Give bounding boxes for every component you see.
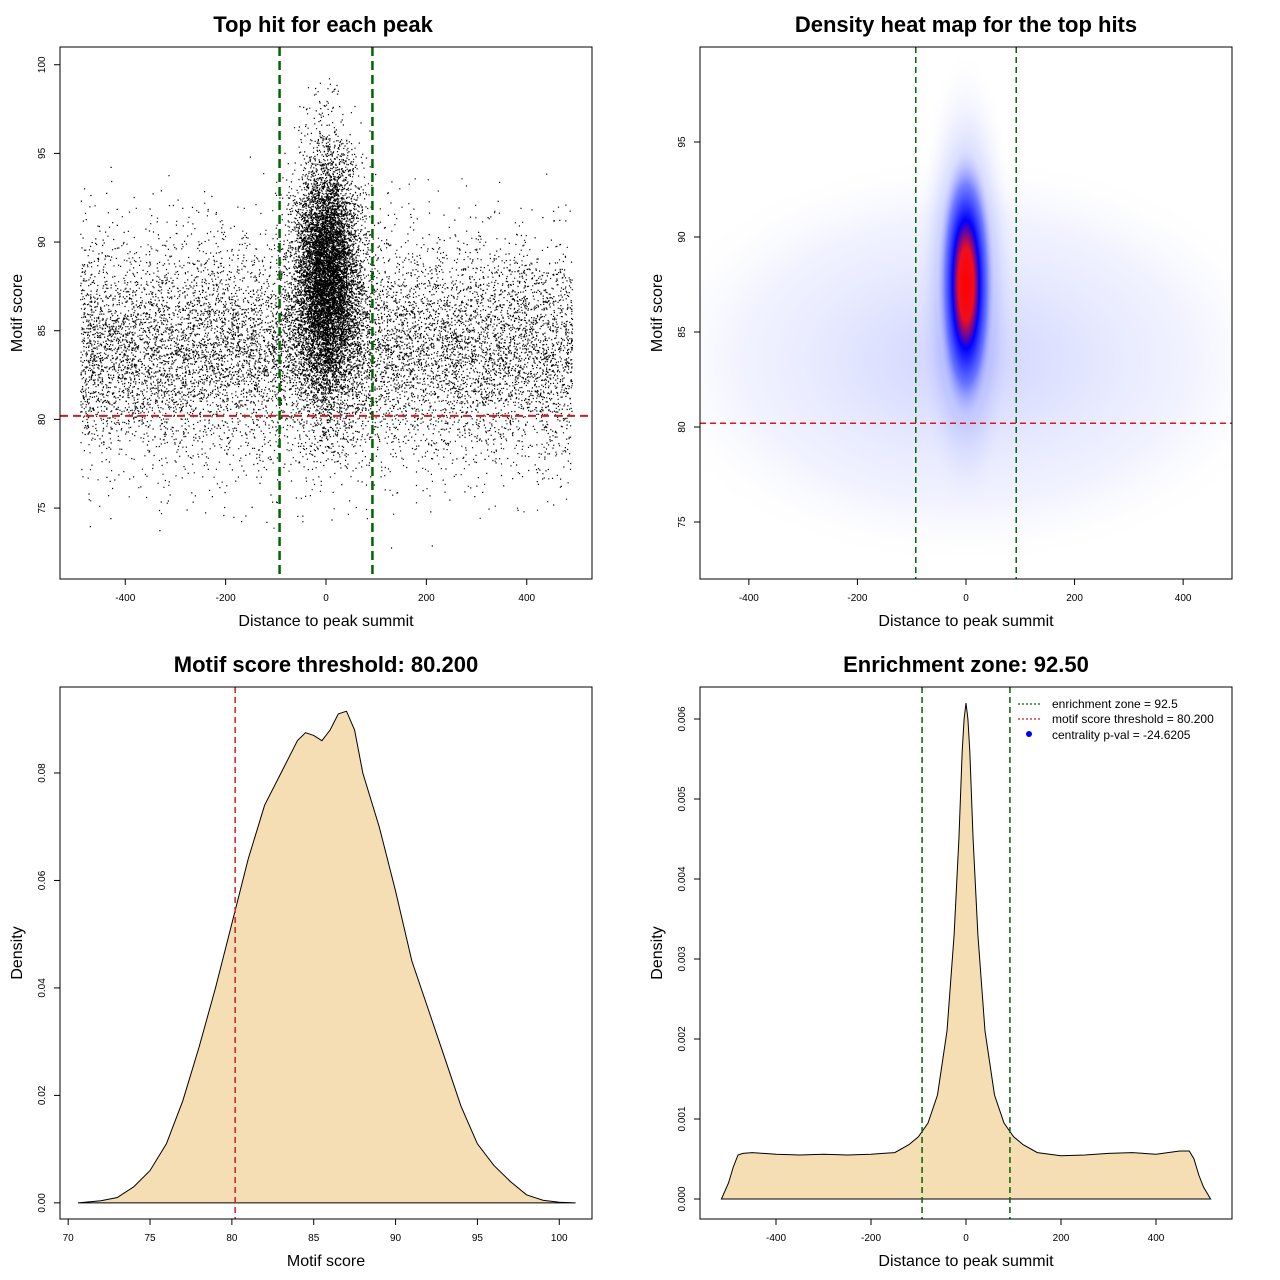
y-tick-label: 0.005 <box>677 786 688 811</box>
distance-density-y-ticks: 0.000 0.001 0.002 0.003 0.004 0.005 0.006 <box>677 706 700 1212</box>
y-tick-label: 80 <box>677 421 688 433</box>
x-tick-label: 100 <box>551 1233 568 1244</box>
distance-density-ylabel: Density <box>649 926 666 979</box>
x-tick-label: 400 <box>1148 1233 1165 1244</box>
y-tick-label: 0.001 <box>677 1106 688 1131</box>
distance-density-area <box>720 702 1212 1200</box>
x-tick-label: 200 <box>1053 1233 1070 1244</box>
x-tick-label: -200 <box>216 593 236 604</box>
x-tick-label: 400 <box>518 593 535 604</box>
x-tick-label: 90 <box>390 1233 402 1244</box>
scatter-point-cloud <box>80 78 574 549</box>
score-density-title: Motif score threshold: 80.200 <box>174 652 478 677</box>
heatmap-ylabel: Motif score <box>649 274 666 352</box>
y-tick-label: 0.06 <box>37 870 48 890</box>
y-tick-label: 0.04 <box>37 978 48 998</box>
y-tick-label: 0.006 <box>677 706 688 731</box>
y-tick-label: 0.003 <box>677 946 688 971</box>
score-density-y-ticks: 0.00 0.02 0.04 0.06 0.08 <box>37 763 60 1213</box>
scatter-xlabel: Distance to peak summit <box>238 613 414 630</box>
scatter-points <box>80 78 574 549</box>
y-tick-label: 0.002 <box>677 1026 688 1051</box>
scatter-panel: Top hit for each peak Distance to peak s… <box>9 12 593 630</box>
scatter-y-ticks: 75 80 85 90 95 100 <box>37 56 60 514</box>
distance-density-title: Enrichment zone: 92.50 <box>843 652 1089 677</box>
y-tick-label: 75 <box>37 502 48 514</box>
scatter-x-ticks: -400 -200 0 200 400 <box>115 579 536 604</box>
scatter-plot-frame <box>59 46 593 580</box>
heatmap-y-ticks: 75 80 85 90 95 <box>677 136 700 528</box>
y-tick-label: 0.004 <box>677 866 688 891</box>
scatter-title: Top hit for each peak <box>213 12 433 37</box>
x-tick-label: -400 <box>115 593 135 604</box>
x-tick-label: 200 <box>1066 593 1083 604</box>
x-tick-label: 85 <box>308 1233 320 1244</box>
legend: enrichment zone = 92.5 motif score thres… <box>1018 697 1214 742</box>
legend-enrichment-label: enrichment zone = 92.5 <box>1052 697 1178 711</box>
y-tick-label: 0.000 <box>677 1186 688 1211</box>
heatmap-core <box>936 142 996 427</box>
x-tick-label: 0 <box>963 1233 969 1244</box>
heatmap-reference-lines <box>700 47 1232 579</box>
x-tick-label: -400 <box>739 593 759 604</box>
x-tick-label: 0 <box>963 593 969 604</box>
heatmap-title: Density heat map for the top hits <box>795 12 1137 37</box>
y-tick-label: 0.02 <box>37 1085 48 1105</box>
distance-density-plot-frame <box>699 686 1233 1220</box>
y-tick-label: 90 <box>37 236 48 248</box>
distance-density-xlabel: Distance to peak summit <box>878 1253 1054 1270</box>
x-tick-label: -200 <box>847 593 867 604</box>
y-tick-label: 85 <box>37 325 48 337</box>
score-density-panel: Motif score threshold: 80.200 Motif scor… <box>9 652 593 1270</box>
x-tick-label: 95 <box>472 1233 484 1244</box>
legend-centrality-label: centrality p-val = -24.6205 <box>1052 728 1191 742</box>
y-tick-label: 80 <box>37 413 48 425</box>
scatter-ylabel: Motif score <box>9 274 26 352</box>
x-tick-label: 400 <box>1175 593 1192 604</box>
y-tick-label: 85 <box>677 326 688 338</box>
x-tick-label: -400 <box>766 1233 786 1244</box>
x-tick-label: 0 <box>323 593 329 604</box>
y-tick-label: 0.00 <box>37 1193 48 1213</box>
heatmap-plot-frame <box>699 46 1233 580</box>
legend-centrality-marker <box>1026 731 1032 737</box>
y-tick-label: 75 <box>677 516 688 528</box>
score-density-xlabel: Motif score <box>287 1253 365 1270</box>
heatmap-x-ticks: -400 -200 0 200 400 <box>739 579 1192 604</box>
x-tick-label: 75 <box>144 1233 156 1244</box>
heatmap-density <box>700 47 1232 570</box>
x-tick-label: 70 <box>63 1233 75 1244</box>
y-tick-label: 95 <box>37 147 48 159</box>
y-tick-label: 95 <box>677 136 688 148</box>
score-density-ylabel: Density <box>9 926 26 979</box>
y-tick-label: 100 <box>37 56 48 73</box>
legend-threshold-label: motif score threshold = 80.200 <box>1052 712 1214 726</box>
score-density-x-ticks: 70 75 80 85 90 95 100 <box>63 1219 568 1244</box>
score-density-plot-frame <box>59 686 593 1220</box>
score-density-area <box>77 710 576 1204</box>
distance-density-panel: Enrichment zone: 92.50 Distance to peak … <box>649 652 1233 1270</box>
x-tick-label: -200 <box>861 1233 881 1244</box>
y-tick-label: 90 <box>677 231 688 243</box>
distance-density-x-ticks: -400 -200 0 200 400 <box>766 1219 1165 1244</box>
heatmap-panel: Density heat map for the top hits Distan… <box>649 12 1233 630</box>
scatter-reference-lines <box>60 47 592 579</box>
heatmap-xlabel: Distance to peak summit <box>878 613 1054 630</box>
distance-density-reference-lines <box>921 687 1011 1219</box>
x-tick-label: 80 <box>226 1233 238 1244</box>
x-tick-label: 200 <box>418 593 435 604</box>
y-tick-label: 0.08 <box>37 763 48 783</box>
